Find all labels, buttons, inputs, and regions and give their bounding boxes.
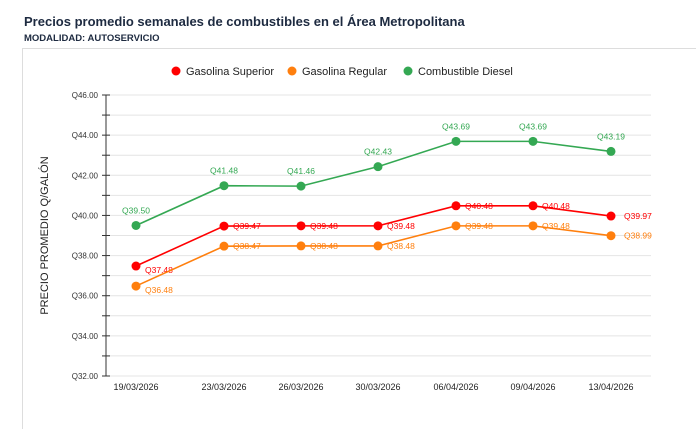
data-point	[219, 241, 229, 251]
data-point	[528, 221, 538, 231]
data-label: Q41.48	[210, 166, 238, 176]
data-label: Q43.69	[519, 121, 547, 131]
legend-label: Gasolina Regular	[302, 66, 387, 78]
data-label: Q36.48	[145, 285, 173, 295]
data-label: Q42.43	[364, 147, 392, 157]
data-point	[373, 162, 383, 172]
data-label: Q37.48	[145, 265, 173, 275]
x-tick-label: 23/03/2026	[201, 382, 246, 392]
y-tick-label: Q44.00	[72, 131, 99, 140]
data-label: Q39.48	[542, 221, 570, 231]
data-point	[606, 146, 616, 156]
legend-marker	[171, 66, 181, 76]
data-label: Q39.97	[624, 211, 652, 221]
data-point	[606, 211, 616, 221]
page-title: Precios promedio semanales de combustibl…	[24, 14, 465, 29]
x-tick-label: 09/04/2026	[510, 382, 555, 392]
y-tick-label: Q42.00	[72, 171, 99, 180]
chart-card	[22, 48, 696, 429]
x-tick-label: 19/03/2026	[113, 382, 158, 392]
data-label: Q38.47	[233, 241, 261, 251]
data-point	[296, 221, 306, 231]
data-label: Q38.48	[310, 241, 338, 251]
data-label: Q39.48	[387, 221, 415, 231]
data-point	[296, 241, 306, 251]
data-label: Q40.48	[465, 201, 493, 211]
data-point	[131, 220, 141, 230]
y-tick-label: Q36.00	[72, 292, 99, 301]
data-label: Q38.48	[387, 241, 415, 251]
data-point	[131, 281, 141, 291]
data-point	[373, 241, 383, 251]
data-label: Q39.48	[465, 221, 493, 231]
data-point	[528, 136, 538, 146]
data-point	[451, 221, 461, 231]
data-point	[219, 221, 229, 231]
x-tick-label: 26/03/2026	[278, 382, 323, 392]
line-chart: Q32.00 Q34.00 Q36.00 Q38.00 Q40.00 Q42.00 Q44.…	[38, 66, 652, 392]
data-point	[606, 231, 616, 241]
data-label: Q41.46	[287, 166, 315, 176]
page-subtitle: MODALIDAD: AUTOSERVICIO	[24, 33, 160, 44]
data-label: Q39.50	[122, 205, 150, 215]
data-point	[373, 221, 383, 231]
y-tick-label: Q32.00	[72, 372, 99, 381]
x-tick-label: 13/04/2026	[588, 382, 633, 392]
data-point	[528, 201, 538, 211]
data-point	[451, 136, 461, 146]
data-point	[451, 201, 461, 211]
data-point	[219, 181, 229, 191]
y-tick-label: Q46.00	[72, 91, 99, 100]
data-label: Q39.48	[310, 221, 338, 231]
legend-label: Combustible Diesel	[418, 66, 513, 78]
data-label: Q43.19	[597, 131, 625, 141]
x-tick-label: 06/04/2026	[433, 382, 478, 392]
y-tick-label: Q38.00	[72, 252, 99, 261]
y-tick-label: Q34.00	[72, 332, 99, 341]
legend-marker	[403, 66, 413, 76]
data-point	[296, 181, 306, 191]
legend-marker	[287, 66, 297, 76]
data-point	[131, 261, 141, 271]
y-tick-label: Q40.00	[72, 211, 99, 220]
y-axis-label: PRECIO PROMEDIO Q/GALÓN	[38, 156, 51, 314]
legend-label: Gasolina Superior	[186, 66, 274, 78]
data-label: Q43.69	[442, 121, 470, 131]
data-label: Q38.99	[624, 231, 652, 241]
data-label: Q39.47	[233, 221, 261, 231]
x-tick-label: 30/03/2026	[355, 382, 400, 392]
data-label: Q40.48	[542, 201, 570, 211]
